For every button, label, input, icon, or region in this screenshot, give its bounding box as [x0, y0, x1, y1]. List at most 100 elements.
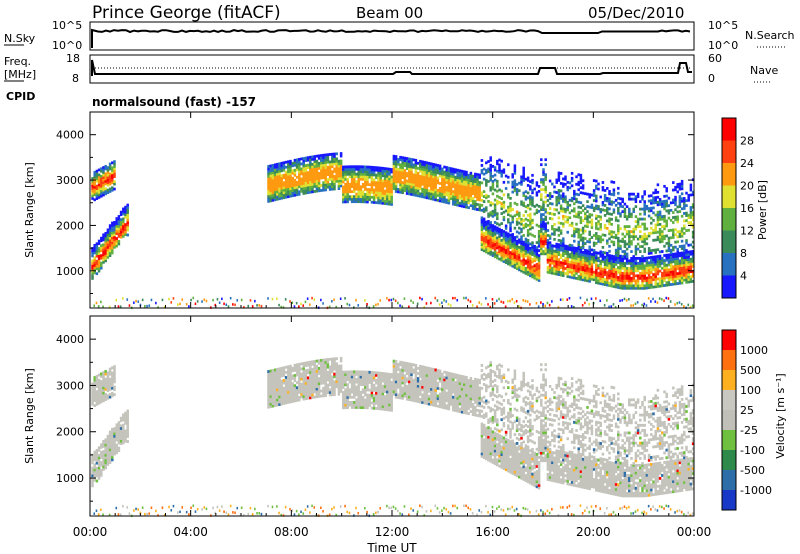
power-cell [370, 170, 374, 174]
power-speckle [188, 305, 190, 308]
power-cell [302, 164, 305, 168]
velocity-cell [100, 375, 103, 378]
power-cell [592, 250, 596, 254]
velocity-cell [291, 392, 294, 396]
power-cell [315, 177, 319, 181]
power-cell [586, 220, 589, 223]
power-cell [674, 257, 677, 261]
power-cell [348, 190, 352, 194]
velocity-cell [276, 370, 279, 374]
power-cell [537, 259, 541, 262]
power-cell [458, 174, 462, 178]
power-cell [654, 248, 657, 252]
power-cell [388, 180, 391, 184]
power-cell [555, 255, 558, 259]
power-cell [663, 254, 666, 257]
power-cell [654, 196, 657, 199]
power-speckle [449, 304, 452, 307]
power-cell [636, 279, 640, 283]
power-cell [313, 172, 316, 176]
power-cell [689, 250, 693, 254]
power-cell [577, 262, 580, 266]
power-cell [469, 199, 473, 203]
velocity-cell [291, 397, 294, 401]
power-cell [617, 261, 620, 264]
power-cell [104, 234, 107, 238]
power-cell [317, 171, 321, 175]
velocity-cell [280, 399, 283, 403]
power-cell [625, 217, 629, 221]
power-cell [555, 196, 558, 199]
power-cell [273, 175, 277, 179]
velocity-cell [282, 379, 286, 382]
velocity-cell [117, 421, 121, 425]
power-cell [306, 181, 310, 185]
power-cell [350, 190, 354, 194]
power-cell [608, 269, 611, 272]
power-cell [379, 179, 382, 182]
power-cell [425, 186, 429, 190]
power-cell [555, 257, 558, 261]
power-cell [597, 235, 600, 238]
power-cell [485, 196, 488, 200]
power-cell [665, 209, 668, 213]
velocity-cell [104, 443, 107, 447]
velocity-cell [309, 391, 312, 395]
power-cell [467, 181, 470, 185]
velocity-cell [313, 395, 316, 399]
power-cell [606, 261, 609, 265]
power-cell [458, 179, 462, 183]
power-cell [311, 187, 314, 191]
power-cell [434, 195, 437, 199]
power-cell [421, 170, 424, 174]
power-cell [559, 261, 563, 264]
power-cell [493, 208, 497, 212]
power-cell [661, 250, 664, 253]
power-cell [617, 271, 620, 274]
power-cell [493, 188, 497, 192]
power-cell [537, 204, 541, 208]
power-cell [623, 264, 627, 268]
velocity-cell [113, 452, 116, 456]
power-speckle [643, 302, 646, 306]
velocity-speckle [229, 504, 232, 508]
power-cell [412, 163, 415, 167]
beam-title: Beam 00 [356, 4, 423, 22]
power-cell [586, 192, 589, 196]
power-cell [599, 272, 602, 276]
power-cell [570, 263, 574, 267]
power-cell [683, 276, 686, 280]
power-cell [643, 264, 646, 268]
colorbar-segment [722, 163, 736, 186]
power-cell [645, 259, 649, 262]
velocity-cell [267, 400, 270, 404]
velocity-cell [269, 389, 272, 393]
power-cell [410, 190, 413, 194]
power-cell [368, 168, 371, 172]
power-cell [630, 259, 633, 263]
power-cell [606, 256, 609, 260]
power-cell [689, 275, 693, 279]
power-cell [104, 232, 107, 235]
velocity-cell [104, 385, 107, 389]
power-speckle [476, 305, 478, 309]
power-cell [599, 225, 602, 229]
power-cell [447, 166, 451, 170]
power-cell [610, 180, 613, 184]
velocity-cell [108, 382, 112, 386]
power-cell [333, 185, 336, 188]
power-cell [97, 239, 101, 243]
power-cell [595, 234, 598, 238]
power-cell [102, 183, 105, 187]
power-cell [355, 195, 358, 199]
power-cell [443, 183, 446, 186]
power-cell [555, 262, 558, 266]
power-cell [467, 193, 470, 197]
power-cell [122, 227, 125, 231]
velocity-cell [119, 416, 123, 420]
power-cell [337, 167, 341, 171]
power-cell [689, 208, 693, 212]
power-speckle [588, 302, 591, 306]
power-cell [665, 253, 668, 257]
power-cell [656, 282, 660, 286]
